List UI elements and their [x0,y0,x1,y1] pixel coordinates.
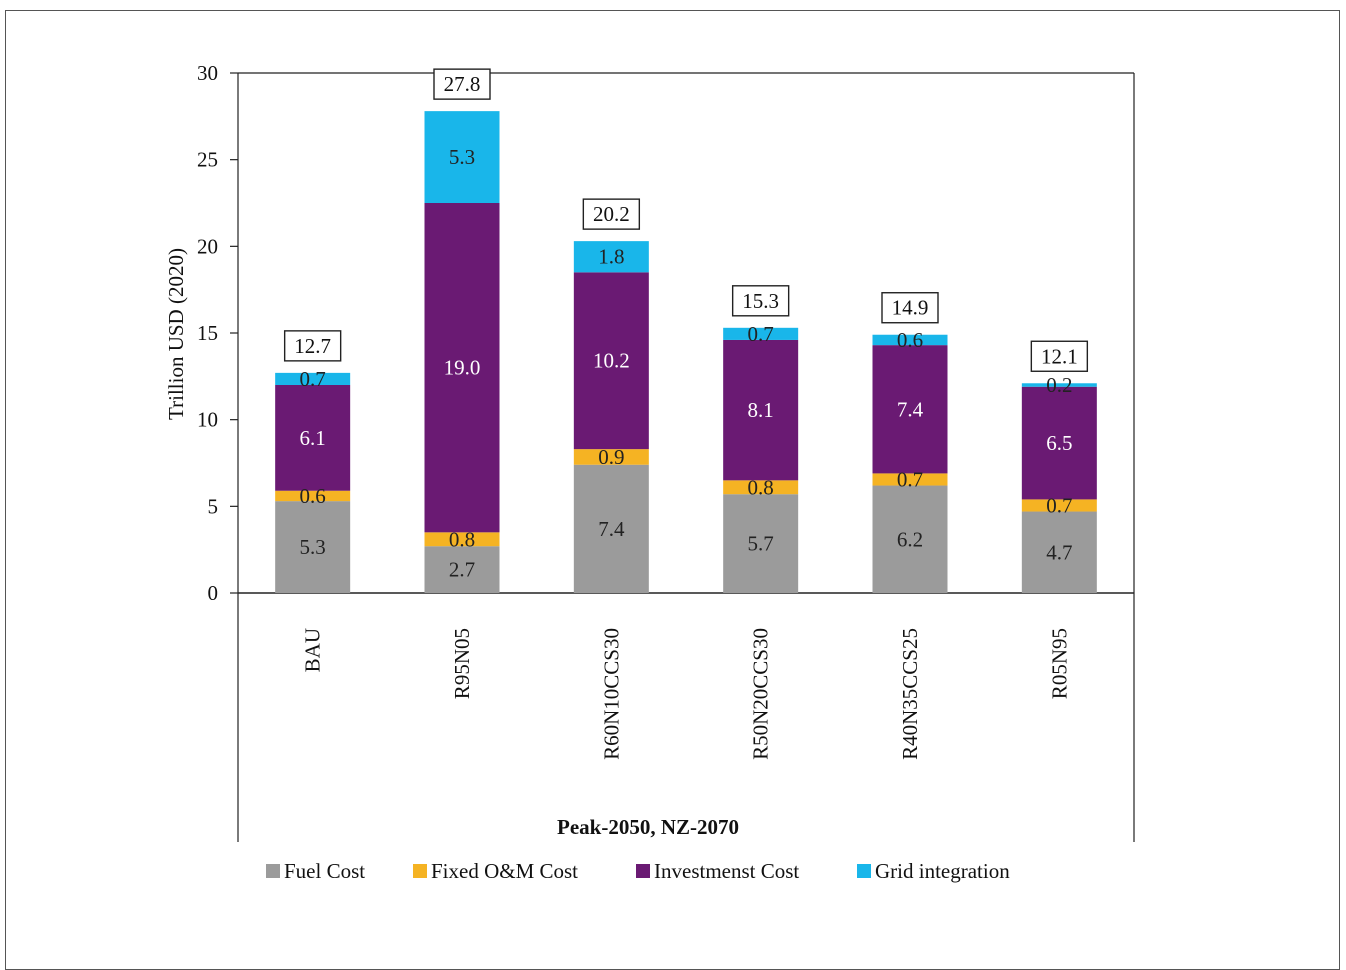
total-label: 27.8 [444,72,481,96]
labels: 5.3 0.6 6.1 0.7 12.7 2.7 0.8 19.0 5.3 27.8 7.4 0.9 1… [283,68,1089,582]
y-tick-label: 15 [197,321,218,345]
bar-segment [1021,386,1097,500]
bar-segment [424,546,500,593]
data-label: 7.4 [598,517,625,541]
data-label: 6.1 [300,426,326,450]
total-label: 14.9 [892,296,929,320]
bar-segment [723,339,799,481]
x-tick-label: R60N10CCS30 [599,628,623,760]
x-tick-label: BAU [301,628,325,672]
legend-swatch [266,864,280,878]
data-label: 0.9 [598,445,624,469]
data-label: 0.7 [1046,493,1072,517]
bar-segment [723,480,799,495]
data-label: 0.7 [748,322,774,346]
total-label: 20.2 [593,202,630,226]
data-label: 0.8 [449,527,475,551]
data-label: 4.7 [1046,540,1072,564]
x-tick-label: R05N95 [1047,628,1071,699]
data-label: 8.1 [748,398,774,422]
bar-segment [424,532,500,547]
bar-segment [275,501,351,593]
legend-label: Investmenst Cost [654,859,799,883]
bar-segment [1021,511,1097,593]
data-label: 0.7 [897,467,923,491]
total-label-box [731,285,790,317]
data-label: 5.3 [449,145,475,169]
bar-segment [723,494,799,593]
total-label-box [1030,340,1089,372]
bar-segment [275,490,351,502]
data-label: 5.7 [748,532,774,556]
data-label: 6.5 [1046,431,1072,455]
y-axis-title: Trillion USD (2020) [164,248,188,420]
x-tick-label: R50N20CCS30 [749,628,773,760]
bar-segment [424,111,500,203]
legend-swatch [857,864,871,878]
bar-segment [872,473,948,486]
y-tick-label: 30 [197,61,218,85]
y-tick-label: 0 [208,581,219,605]
bar-segment [275,385,351,491]
axes: 0 5 10 15 20 25 30 BAU R95N05 R60N10CCS30 R50N20CC… [197,61,1135,842]
bar-segment [573,449,649,465]
y-tick-label: 25 [197,148,218,172]
data-label: 0.6 [897,328,923,352]
total-label-box [881,292,939,324]
total-label: 12.7 [294,334,331,358]
data-label: 0.2 [1046,373,1072,397]
y-tick-label: 20 [197,234,218,258]
data-label: 0.6 [300,484,326,508]
data-label: 0.7 [300,367,326,391]
bar-segment [573,241,649,273]
legend-swatch [413,864,427,878]
legend: Fuel Cost Fixed O&M Cost Investmenst Cost G… [266,859,1010,883]
bar-segment [275,372,351,385]
bar-segment [1021,383,1097,387]
total-label-box [433,68,491,100]
y-tick-label: 10 [197,408,218,432]
x-tick-label: R95N05 [450,628,474,699]
data-label: 7.4 [897,397,924,421]
data-label: 19.0 [444,356,481,380]
bar-segment [872,345,948,474]
x-axis-title: Peak-2050, NZ-2070 [557,815,739,839]
bar-segment [424,203,500,533]
legend-label: Grid integration [875,859,1010,883]
legend-label: Fixed O&M Cost [431,859,578,883]
total-label-box [582,198,641,230]
bar-segment [872,334,948,346]
bar-segment [573,272,649,450]
total-label: 12.1 [1041,344,1078,368]
bar-segment [723,327,799,340]
data-label: 2.7 [449,558,475,582]
total-label-box [283,330,342,362]
data-label: 5.3 [300,535,326,559]
bar-segment [872,485,948,593]
data-label: 10.2 [593,349,630,373]
x-tick-label: R40N35CCS25 [898,628,922,760]
bars [275,111,1097,593]
data-label: 0.8 [748,475,774,499]
data-label: 6.2 [897,527,923,551]
y-tick-label: 5 [208,494,219,518]
legend-swatch [636,864,650,878]
bar-segment [1021,499,1097,512]
data-label: 1.8 [598,245,624,269]
total-label: 15.3 [742,289,779,313]
legend-label: Fuel Cost [284,859,365,883]
bar-segment [573,464,649,593]
